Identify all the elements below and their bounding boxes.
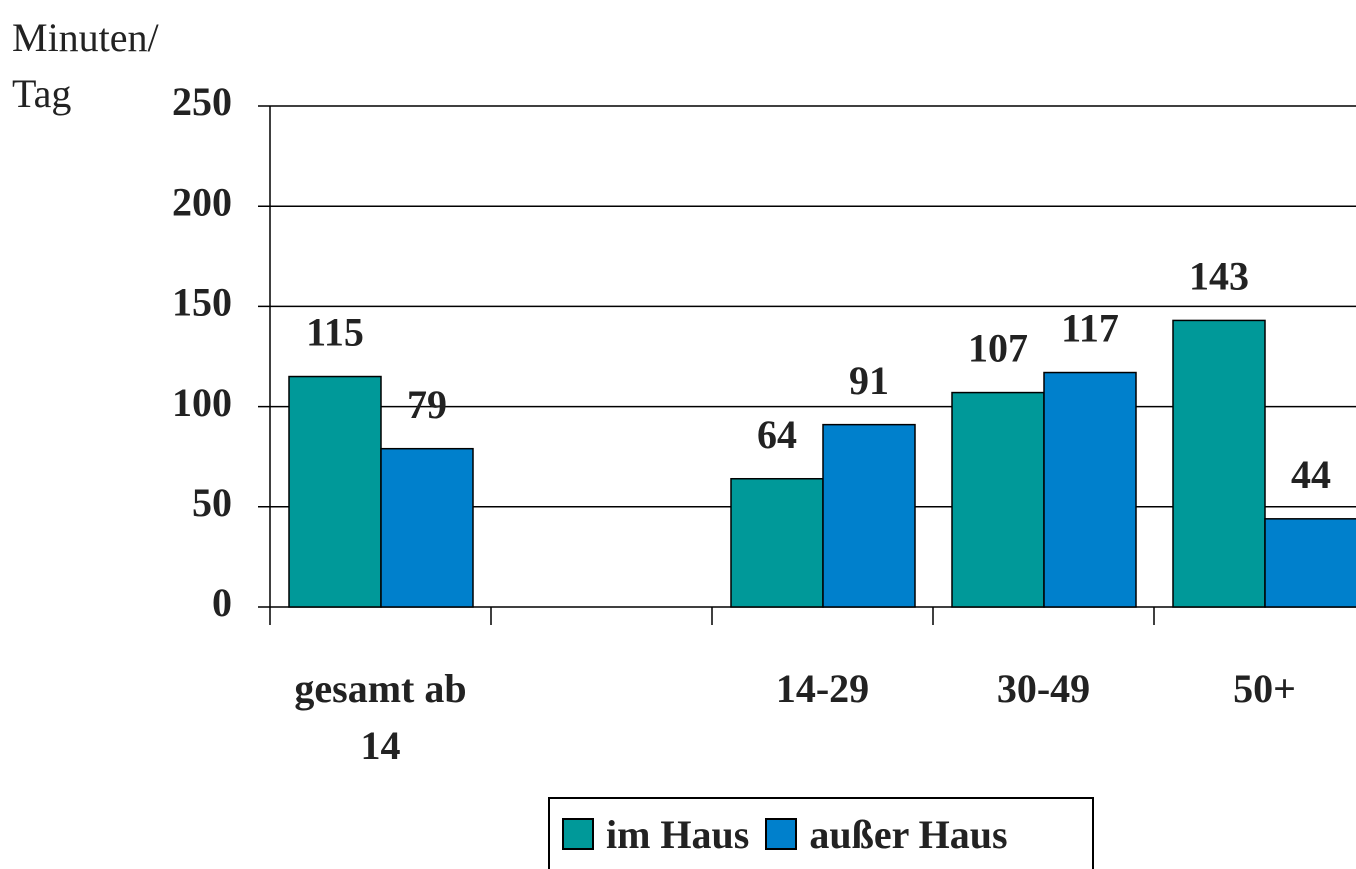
legend-swatch [765,818,798,850]
legend-label: im Haus [606,811,750,857]
legend: im Haus außer Haus [548,797,1094,869]
value-label: 64 [757,412,797,457]
value-label: 117 [1061,306,1119,351]
y-tick-label: 250 [172,79,232,124]
x-tick-label: gesamt ab 14 [294,666,467,768]
y-tick-label: 50 [192,480,232,525]
y-tick-label: 150 [172,280,232,325]
x-tick-label: 14-29 [775,666,870,711]
legend-item: außer Haus [765,811,1008,858]
bar [1172,319,1266,608]
bar [288,375,382,608]
value-label: 79 [407,382,447,427]
value-label: 115 [306,310,364,355]
value-label: 44 [1291,452,1331,497]
legend-label: außer Haus [809,811,1008,857]
bar [380,447,474,608]
y-tick-label: 0 [212,580,232,625]
bar [1043,371,1137,608]
y-tick-label: 200 [172,179,232,224]
x-tick-label: 50+ [1233,666,1296,711]
value-label: 107 [968,326,1028,371]
y-axis-label: Minuten/ Tag [12,15,159,116]
bar [730,477,824,608]
bar [1264,518,1356,608]
legend-swatch [562,818,594,850]
value-label: 143 [1189,254,1249,299]
y-tick-label: 100 [172,380,232,425]
legend-item: im Haus [562,811,749,858]
bar [951,391,1045,608]
value-label: 91 [849,358,889,403]
bar [822,423,916,608]
x-tick-label: 30-49 [996,666,1091,711]
